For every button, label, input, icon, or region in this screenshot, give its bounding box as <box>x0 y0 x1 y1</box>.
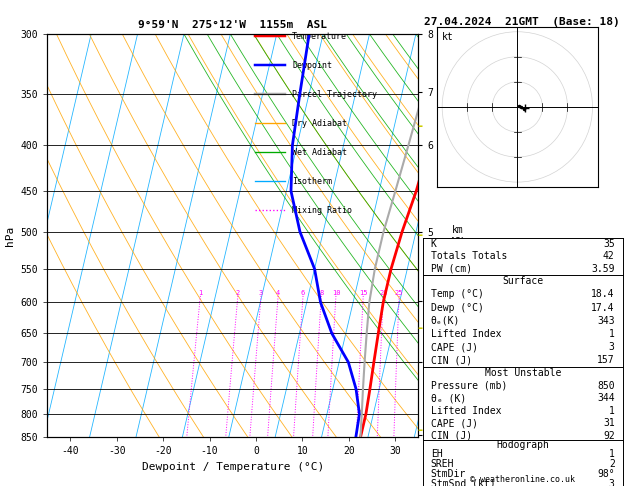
Text: θₑ (K): θₑ (K) <box>431 393 466 403</box>
Text: 3: 3 <box>609 342 615 352</box>
Text: 157: 157 <box>597 355 615 365</box>
Y-axis label: hPa: hPa <box>5 226 15 246</box>
Text: 35: 35 <box>603 239 615 249</box>
Text: 98°: 98° <box>597 469 615 479</box>
Text: Pressure (mb): Pressure (mb) <box>431 381 507 391</box>
Text: 1: 1 <box>609 329 615 339</box>
Text: 1: 1 <box>198 290 203 296</box>
Text: Temperature: Temperature <box>292 32 347 40</box>
Text: Most Unstable: Most Unstable <box>484 368 561 378</box>
Text: Mixing Ratio: Mixing Ratio <box>292 206 352 215</box>
Y-axis label: km
ASL: km ASL <box>449 225 467 246</box>
Text: 343: 343 <box>597 316 615 326</box>
Text: Lifted Index: Lifted Index <box>431 329 501 339</box>
Text: 1: 1 <box>609 406 615 416</box>
Text: Isotherm: Isotherm <box>292 177 332 186</box>
Text: 8: 8 <box>320 290 323 296</box>
Text: -: - <box>418 322 423 334</box>
Text: Wet Adiabat: Wet Adiabat <box>292 148 347 156</box>
X-axis label: Dewpoint / Temperature (°C): Dewpoint / Temperature (°C) <box>142 462 324 472</box>
Text: 42: 42 <box>603 251 615 261</box>
Text: 31: 31 <box>603 418 615 429</box>
Text: -: - <box>418 424 423 436</box>
Text: 18.4: 18.4 <box>591 289 615 299</box>
Text: 2: 2 <box>609 459 615 469</box>
Text: 2: 2 <box>236 290 240 296</box>
Text: EH: EH <box>431 450 442 459</box>
Text: -: - <box>418 120 423 133</box>
Text: LCL: LCL <box>430 433 445 442</box>
Text: Lifted Index: Lifted Index <box>431 406 501 416</box>
Text: SREH: SREH <box>431 459 454 469</box>
Text: 3: 3 <box>259 290 263 296</box>
Text: Totals Totals: Totals Totals <box>431 251 507 261</box>
Text: CIN (J): CIN (J) <box>431 355 472 365</box>
Text: © weatheronline.co.uk: © weatheronline.co.uk <box>470 474 574 484</box>
Text: StmSpd (kt): StmSpd (kt) <box>431 479 495 486</box>
Text: 4: 4 <box>276 290 281 296</box>
Text: 92: 92 <box>603 431 615 441</box>
Text: 15: 15 <box>359 290 367 296</box>
Text: Dewp (°C): Dewp (°C) <box>431 303 484 312</box>
Text: PW (cm): PW (cm) <box>431 263 472 274</box>
Text: K: K <box>431 239 437 249</box>
Text: CAPE (J): CAPE (J) <box>431 418 477 429</box>
Text: 1: 1 <box>609 450 615 459</box>
Text: 344: 344 <box>597 393 615 403</box>
Text: 3.59: 3.59 <box>591 263 615 274</box>
Text: 20: 20 <box>379 290 387 296</box>
Text: 3: 3 <box>609 479 615 486</box>
Text: Dry Adiabat: Dry Adiabat <box>292 119 347 128</box>
Text: -: - <box>418 229 423 242</box>
Text: CAPE (J): CAPE (J) <box>431 342 477 352</box>
Text: kt: kt <box>442 32 454 41</box>
Text: 17.4: 17.4 <box>591 303 615 312</box>
Text: Hodograph: Hodograph <box>496 440 549 450</box>
Text: 6: 6 <box>301 290 305 296</box>
Text: 10: 10 <box>331 290 340 296</box>
Text: StmDir: StmDir <box>431 469 466 479</box>
Text: Surface: Surface <box>502 276 543 286</box>
Text: CIN (J): CIN (J) <box>431 431 472 441</box>
Text: Dewpoint: Dewpoint <box>292 61 332 69</box>
Text: 850: 850 <box>597 381 615 391</box>
Text: Temp (°C): Temp (°C) <box>431 289 484 299</box>
Text: Parcel Trajectory: Parcel Trajectory <box>292 89 377 99</box>
Text: 27.04.2024  21GMT  (Base: 18): 27.04.2024 21GMT (Base: 18) <box>424 17 620 27</box>
Title: 9°59'N  275°12'W  1155m  ASL: 9°59'N 275°12'W 1155m ASL <box>138 20 327 31</box>
Text: θₑ(K): θₑ(K) <box>431 316 460 326</box>
Text: 25: 25 <box>395 290 403 296</box>
